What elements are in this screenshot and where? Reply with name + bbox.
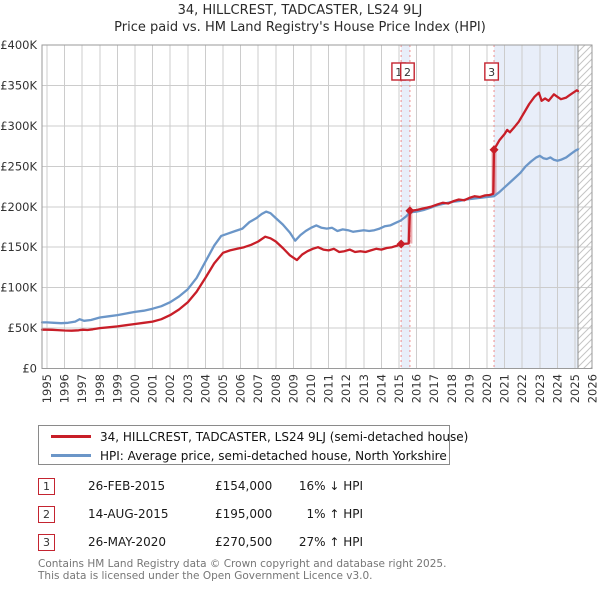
x-axis-year-label: 2001 bbox=[146, 374, 160, 403]
x-axis-year-label: 2023 bbox=[533, 374, 547, 403]
x-axis-year-label: 2020 bbox=[480, 374, 494, 403]
chart-title: 34, HILLCREST, TADCASTER, LS24 9LJ bbox=[177, 3, 423, 18]
price-line-swatch bbox=[51, 435, 91, 438]
plot-border bbox=[41, 44, 593, 369]
x-axis-year-label: 2026 bbox=[586, 374, 600, 403]
y-axis-label: £200K bbox=[0, 200, 37, 214]
x-axis-year-label: 1999 bbox=[110, 374, 124, 403]
x-axis-year-label: 2017 bbox=[427, 374, 441, 403]
x-axis-year-label: 2015 bbox=[392, 374, 406, 403]
x-axis-year-label: 2024 bbox=[550, 374, 564, 403]
legend-item-hpi: HPI: Average price, semi-detached house,… bbox=[39, 447, 449, 464]
sale-marker bbox=[405, 206, 415, 216]
transaction-row: 1 26-FEB-2015 £154,000 16% ↓ HPI bbox=[0, 478, 600, 495]
transaction-row: 2 14-AUG-2015 £195,000 1% ↑ HPI bbox=[0, 506, 600, 523]
x-axis-year-label: 2013 bbox=[357, 374, 371, 403]
x-axis-year-label: 2007 bbox=[251, 374, 265, 403]
x-axis-year-label: 2010 bbox=[304, 374, 318, 403]
y-axis-label: £300K bbox=[0, 119, 37, 133]
sale-number-label: 1 bbox=[395, 66, 402, 79]
transaction-date: 26-FEB-2015 bbox=[88, 479, 166, 493]
chart-subtitle: Price paid vs. HM Land Registry's House … bbox=[114, 20, 486, 35]
y-axis-label: £350K bbox=[0, 78, 37, 92]
x-axis-year-label: 2003 bbox=[181, 374, 195, 403]
y-axis-label: £50K bbox=[8, 321, 38, 335]
transaction-price: £270,500 bbox=[215, 535, 273, 549]
transaction-row: 3 26-MAY-2020 £270,500 27% ↑ HPI bbox=[0, 534, 600, 551]
sale-number-box bbox=[484, 62, 500, 81]
price-paid-line bbox=[40, 89, 580, 332]
legend-label-hpi: HPI: Average price, semi-detached house,… bbox=[100, 448, 447, 463]
x-axis-year-label: 2016 bbox=[410, 374, 424, 403]
legend-label-price: 34, HILLCREST, TADCASTER, LS24 9LJ (semi… bbox=[100, 429, 469, 444]
y-axis-label: £400K bbox=[0, 38, 37, 52]
y-axis-label: £100K bbox=[0, 281, 37, 295]
future-hatch-region bbox=[577, 45, 592, 369]
sale-number-label: 3 bbox=[488, 66, 495, 79]
x-axis-year-label: 2014 bbox=[374, 374, 388, 403]
footer-line-1: Contains HM Land Registry data © Crown c… bbox=[38, 558, 447, 570]
x-axis-year-label: 2000 bbox=[128, 374, 142, 403]
x-axis-year-label: 1995 bbox=[40, 374, 54, 403]
x-axis-year-label: 2025 bbox=[568, 374, 582, 403]
x-axis-year-label: 2002 bbox=[163, 374, 177, 403]
x-axis-year-label: 1996 bbox=[58, 374, 72, 403]
sale-marker bbox=[396, 239, 406, 249]
transaction-hpi-diff: 27% ↑ HPI bbox=[298, 535, 363, 549]
transaction-price: £195,000 bbox=[215, 507, 273, 521]
transaction-number-badge: 3 bbox=[38, 534, 55, 551]
sale-number-box bbox=[400, 62, 415, 81]
footer-line-2: This data is licensed under the Open Gov… bbox=[38, 570, 373, 582]
x-axis-year-label: 2018 bbox=[445, 374, 459, 403]
x-axis-year-label: 2009 bbox=[286, 374, 300, 403]
x-axis-year-label: 1998 bbox=[93, 374, 107, 403]
legend: 34, HILLCREST, TADCASTER, LS24 9LJ (semi… bbox=[38, 425, 468, 465]
sale-marker bbox=[489, 145, 499, 155]
x-axis-year-label: 1997 bbox=[75, 374, 89, 403]
transaction-date: 26-MAY-2020 bbox=[88, 535, 167, 549]
x-axis-year-label: 2012 bbox=[339, 374, 353, 403]
sale-number-label: 2 bbox=[404, 66, 411, 79]
x-axis-year-label: 2004 bbox=[198, 374, 212, 403]
transaction-date: 14-AUG-2015 bbox=[88, 507, 169, 521]
x-axis-year-label: 2006 bbox=[234, 374, 248, 403]
x-axis-year-label: 2021 bbox=[498, 374, 512, 403]
transaction-hpi-diff: 1% ↑ HPI bbox=[306, 507, 363, 521]
x-axis-year-label: 2005 bbox=[216, 374, 230, 403]
hpi-line bbox=[40, 148, 580, 325]
y-axis-label: £250K bbox=[0, 159, 37, 173]
x-axis-year-label: 2022 bbox=[515, 374, 529, 403]
transaction-number-badge: 1 bbox=[38, 478, 55, 495]
price-chart: 1 2 3 £0 £50K £100K £150K £200K £250K £300K £350K £… bbox=[0, 38, 600, 403]
legend-item-price: 34, HILLCREST, TADCASTER, LS24 9LJ (semi… bbox=[39, 428, 468, 445]
y-axis-label: £0 bbox=[22, 362, 37, 376]
transaction-hpi-diff: 16% ↓ HPI bbox=[298, 479, 363, 493]
transaction-price: £154,000 bbox=[215, 479, 273, 493]
y-axis-label: £150K bbox=[0, 240, 37, 254]
x-axis-year-label: 2011 bbox=[322, 374, 336, 403]
x-axis-year-label: 2019 bbox=[462, 374, 476, 403]
x-axis-year-label: 2008 bbox=[269, 374, 283, 403]
transaction-number-badge: 2 bbox=[38, 506, 55, 523]
hpi-line-swatch bbox=[51, 454, 91, 457]
